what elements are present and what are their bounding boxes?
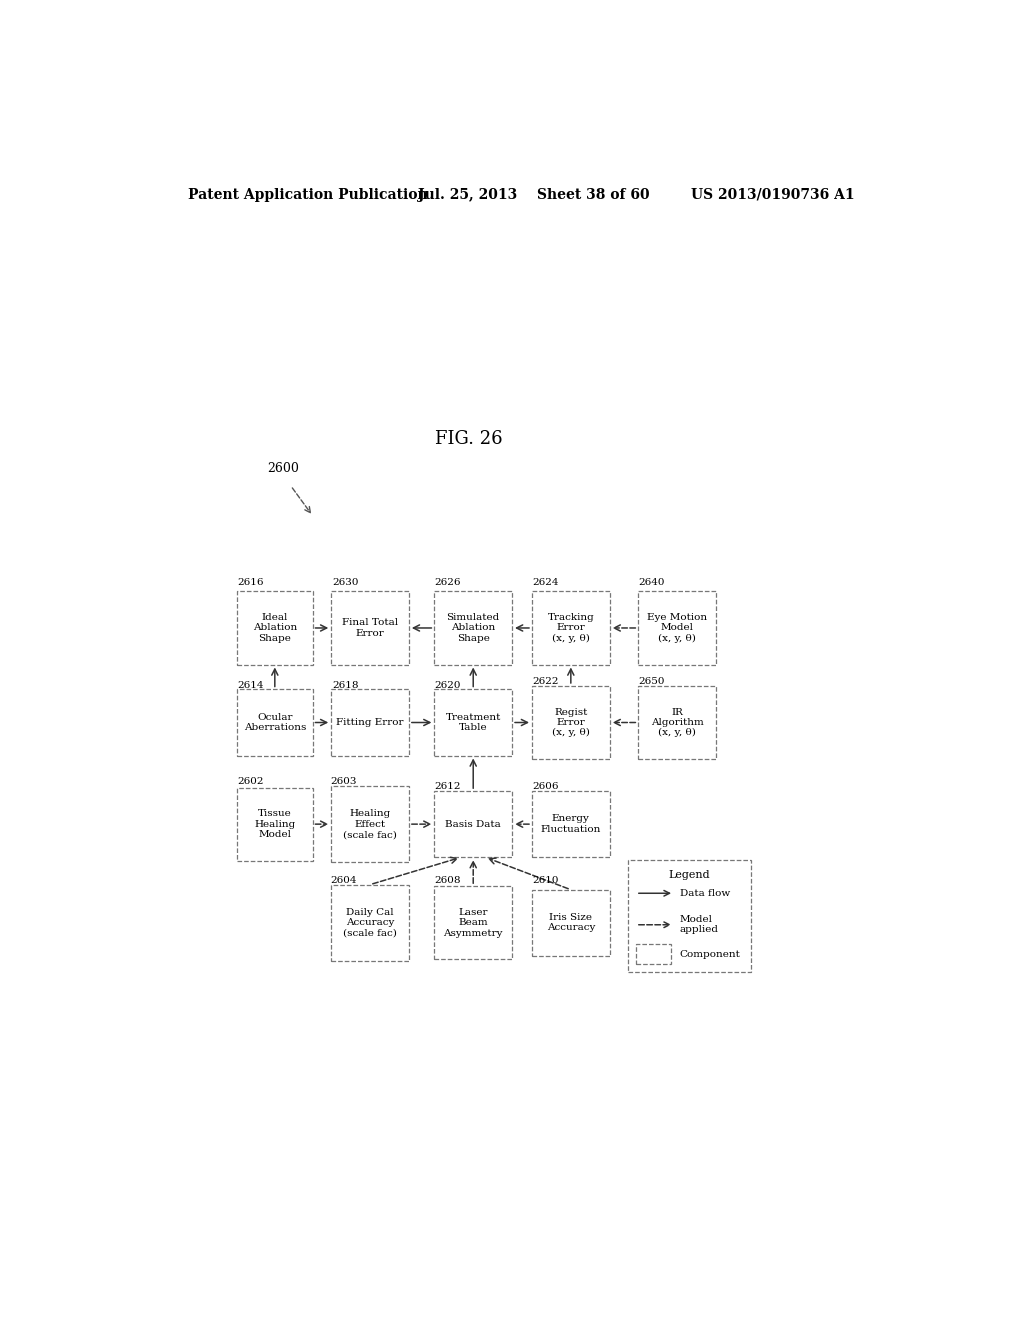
Text: Simulated
Ablation
Shape: Simulated Ablation Shape	[446, 612, 500, 643]
Text: Final Total
Error: Final Total Error	[342, 618, 398, 638]
Text: 2650: 2650	[638, 677, 665, 686]
FancyBboxPatch shape	[238, 591, 312, 664]
Text: Ocular
Aberrations: Ocular Aberrations	[244, 713, 306, 733]
FancyBboxPatch shape	[434, 689, 512, 755]
Text: Iris Size
Accuracy: Iris Size Accuracy	[547, 913, 595, 932]
Text: Tracking
Error
(x, y, θ): Tracking Error (x, y, θ)	[548, 612, 594, 643]
FancyBboxPatch shape	[638, 686, 716, 759]
Text: 2612: 2612	[434, 781, 461, 791]
Text: 2618: 2618	[333, 681, 359, 690]
Text: 2626: 2626	[434, 578, 461, 587]
Text: Legend: Legend	[669, 870, 711, 880]
FancyBboxPatch shape	[531, 890, 609, 956]
Text: 2624: 2624	[532, 578, 559, 587]
Text: IR
Algorithm
(x, y, θ): IR Algorithm (x, y, θ)	[651, 708, 703, 738]
Text: Eye Motion
Model
(x, y, θ): Eye Motion Model (x, y, θ)	[647, 612, 708, 643]
Text: Sheet 38 of 60: Sheet 38 of 60	[537, 187, 649, 202]
Text: Daily Cal
Accuracy
(scale fac): Daily Cal Accuracy (scale fac)	[343, 908, 397, 937]
Text: Component: Component	[680, 950, 740, 958]
Text: Ideal
Ablation
Shape: Ideal Ablation Shape	[253, 612, 297, 643]
FancyBboxPatch shape	[434, 886, 512, 960]
Text: US 2013/0190736 A1: US 2013/0190736 A1	[691, 187, 855, 202]
FancyBboxPatch shape	[331, 689, 409, 755]
Text: 2616: 2616	[238, 578, 264, 587]
Text: 2608: 2608	[434, 876, 461, 886]
FancyBboxPatch shape	[531, 686, 609, 759]
Text: Regist
Error
(x, y, θ): Regist Error (x, y, θ)	[552, 708, 590, 738]
Text: Jul. 25, 2013: Jul. 25, 2013	[418, 187, 517, 202]
Text: Laser
Beam
Asymmetry: Laser Beam Asymmetry	[443, 908, 503, 937]
Text: 2603: 2603	[331, 776, 357, 785]
Text: Model
applied: Model applied	[680, 915, 719, 935]
Text: Energy
Fluctuation: Energy Fluctuation	[541, 814, 601, 834]
Text: 2630: 2630	[333, 578, 359, 587]
Text: Basis Data: Basis Data	[445, 820, 501, 829]
FancyBboxPatch shape	[531, 591, 609, 664]
FancyBboxPatch shape	[331, 785, 409, 862]
Text: 2614: 2614	[238, 681, 264, 690]
Text: Data flow: Data flow	[680, 888, 730, 898]
FancyBboxPatch shape	[638, 591, 716, 664]
FancyBboxPatch shape	[628, 859, 751, 972]
Text: 2606: 2606	[532, 781, 559, 791]
Text: Treatment
Table: Treatment Table	[445, 713, 501, 733]
FancyBboxPatch shape	[636, 944, 671, 965]
FancyBboxPatch shape	[434, 791, 512, 857]
FancyBboxPatch shape	[331, 884, 409, 961]
Text: 2604: 2604	[331, 876, 357, 886]
Text: 2640: 2640	[638, 578, 665, 587]
FancyBboxPatch shape	[238, 788, 312, 861]
FancyBboxPatch shape	[531, 791, 609, 857]
FancyBboxPatch shape	[434, 591, 512, 664]
Text: Tissue
Healing
Model: Tissue Healing Model	[254, 809, 296, 840]
Text: Fitting Error: Fitting Error	[336, 718, 403, 727]
Text: FIG. 26: FIG. 26	[435, 430, 503, 447]
Text: Healing
Effect
(scale fac): Healing Effect (scale fac)	[343, 809, 397, 840]
Text: 2610: 2610	[532, 876, 559, 886]
Text: 2602: 2602	[238, 776, 264, 785]
Text: 2600: 2600	[267, 462, 299, 475]
FancyBboxPatch shape	[238, 689, 312, 755]
Text: 2622: 2622	[532, 677, 559, 686]
Text: 2620: 2620	[434, 681, 461, 690]
Text: Patent Application Publication: Patent Application Publication	[187, 187, 427, 202]
FancyBboxPatch shape	[331, 591, 409, 664]
